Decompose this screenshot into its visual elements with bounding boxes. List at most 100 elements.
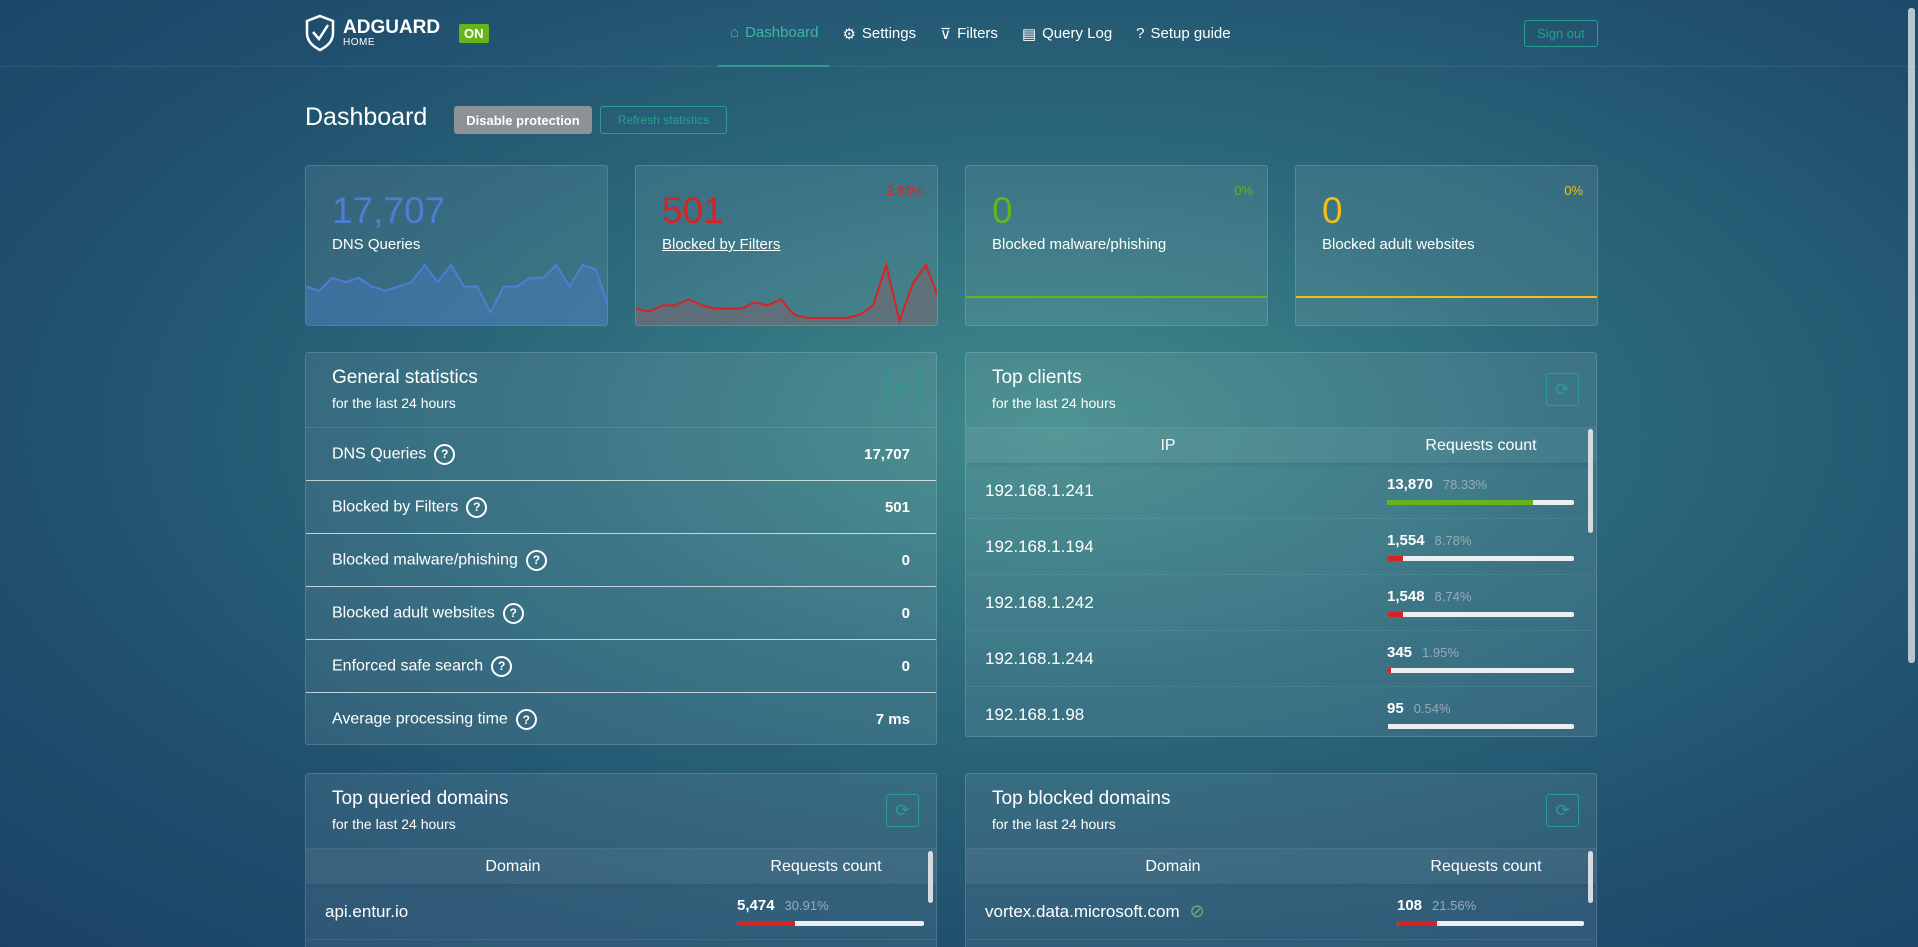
gear-icon: ⚙ — [842, 25, 856, 43]
refresh-statistics-button[interactable]: Refresh statistics — [600, 106, 727, 134]
table-row: 192.168.1.194 1,554 8.78% — [966, 519, 1596, 575]
progress-bar — [1387, 500, 1574, 505]
stat-label: Blocked adult websites — [1322, 236, 1475, 253]
help-icon: ? — [1136, 25, 1145, 42]
top-clients-panel: Top clients for the last 24 hours ⟳ IP Requ… — [965, 352, 1597, 737]
help-icon[interactable]: ? — [525, 549, 547, 571]
request-count: 345 — [1387, 644, 1413, 661]
brand-name: ADGUARD — [343, 17, 441, 38]
sign-out-button[interactable]: Sign out — [1524, 20, 1598, 47]
help-icon[interactable]: ? — [466, 496, 488, 518]
refresh-button[interactable]: ⟳ — [886, 373, 919, 406]
panel-title: Top clients — [992, 367, 1082, 388]
nav-dashboard[interactable]: ⌂ Dashboard — [718, 0, 831, 67]
stat-card: 501 Blocked by Filters 2.83% — [635, 165, 938, 326]
ip: 192.168.1.244 — [985, 648, 1094, 668]
request-percent: 30.91% — [784, 898, 829, 913]
stat-row: Blocked malware/phishing? 0 — [306, 534, 936, 587]
refresh-button[interactable]: ⟳ — [1546, 794, 1579, 827]
panel-subtitle: for the last 24 hours — [332, 816, 456, 832]
stat-value: 0 — [901, 551, 910, 569]
eye-slash-icon[interactable]: ⊘ — [1189, 901, 1205, 921]
nav-label: Setup guide — [1150, 25, 1231, 42]
sparkline-chart — [636, 261, 937, 325]
disable-protection-button[interactable]: Disable protection — [454, 106, 592, 134]
sparkline-chart — [306, 263, 607, 325]
help-icon[interactable]: ? — [434, 443, 456, 465]
nav-setup-guide[interactable]: ? Setup guide — [1124, 0, 1242, 67]
stat-label: Blocked adult websites — [332, 604, 495, 622]
progress-bar — [1387, 556, 1574, 561]
progress-bar — [1397, 921, 1584, 926]
scrollbar[interactable] — [1588, 429, 1593, 533]
request-percent: 21.56% — [1432, 898, 1477, 913]
request-count: 13,870 — [1387, 476, 1433, 493]
panel-title: Top blocked domains — [992, 788, 1171, 809]
stat-label: Blocked malware/phishing — [992, 236, 1167, 253]
stat-row: DNS Queries? 17,707 — [306, 428, 936, 481]
domain: api.entur.io — [325, 901, 409, 921]
domain: vortex.data.microsoft.com — [985, 901, 1180, 921]
stat-value: 17,707 — [864, 445, 910, 463]
stat-label: Average processing time — [332, 710, 508, 728]
sparkline-line — [306, 263, 607, 315]
stat-card: 0 Blocked malware/phishing 0% — [965, 165, 1268, 326]
nav-label: Query Log — [1042, 25, 1113, 42]
panel-subtitle: for the last 24 hours — [992, 816, 1116, 832]
request-count: 1,554 — [1387, 532, 1425, 549]
stat-value: 17,707 — [332, 190, 446, 231]
refresh-button[interactable]: ⟳ — [886, 794, 919, 827]
nav-settings[interactable]: ⚙ Settings — [830, 0, 928, 67]
ip: 192.168.1.242 — [985, 592, 1094, 612]
page-scrollbar[interactable] — [1908, 8, 1915, 663]
shield-check-icon — [305, 14, 335, 52]
panel-title: General statistics — [332, 367, 478, 388]
scrollbar[interactable] — [928, 851, 933, 903]
protection-status-badge: ON — [459, 24, 489, 43]
refresh-button[interactable]: ⟳ — [1546, 373, 1579, 406]
sparkline-chart — [966, 296, 1267, 298]
help-icon[interactable]: ? — [502, 602, 524, 624]
column-header-ip[interactable]: IP — [1160, 436, 1176, 454]
top-nav: ADGUARD HOME ON ⌂ Dashboard ⚙ Settings ⊽ Filte… — [0, 0, 1918, 67]
column-header-requests[interactable]: Requests count — [770, 857, 882, 875]
top-blocked-domains-panel: Top blocked domains for the last 24 hours… — [965, 773, 1597, 947]
stat-row: Enforced safe search? 0 — [306, 640, 936, 693]
request-count: 95 — [1387, 700, 1404, 717]
brand-sub: HOME — [343, 37, 375, 48]
refresh-icon: ⟳ — [1555, 379, 1570, 399]
stat-label: DNS Queries — [332, 445, 427, 463]
home-icon: ⌂ — [730, 24, 740, 41]
stat-percent: 0% — [1564, 183, 1583, 198]
stat-label: Enforced safe search — [332, 657, 484, 675]
help-icon[interactable]: ? — [491, 655, 513, 677]
stat-value: 0 — [992, 190, 1013, 231]
table-row: vortex.data.microsoft.com ⊘ 108 21.56% — [966, 884, 1596, 940]
refresh-icon: ⟳ — [895, 800, 910, 820]
request-count: 108 — [1397, 897, 1423, 914]
stat-row: Average processing time? 7 ms — [306, 693, 936, 744]
column-header-domain[interactable]: Domain — [1145, 857, 1201, 875]
stat-label: Blocked by Filters — [332, 498, 459, 516]
nav-label: Dashboard — [745, 24, 819, 41]
stat-label[interactable]: Blocked by Filters — [662, 236, 781, 253]
column-header-requests[interactable]: Requests count — [1430, 857, 1542, 875]
sparkline-chart — [1296, 296, 1597, 298]
column-header-requests[interactable]: Requests count — [1425, 436, 1537, 454]
nav-filters[interactable]: ⊽ Filters — [928, 0, 1010, 67]
document-icon: ▤ — [1021, 25, 1037, 43]
scrollbar[interactable] — [1588, 851, 1593, 903]
ip: 192.168.1.98 — [985, 704, 1085, 724]
help-icon[interactable]: ? — [515, 709, 537, 730]
stat-value: 501 — [662, 190, 724, 231]
stat-percent: 2.83% — [886, 183, 923, 198]
request-percent: 78.33% — [1442, 477, 1487, 492]
column-header-domain[interactable]: Domain — [485, 857, 541, 875]
main-menu: ⌂ Dashboard ⚙ Settings ⊽ Filters ▤ Query Log? Se… — [718, 0, 1243, 67]
stat-value: 501 — [884, 498, 910, 516]
request-percent: 1.95% — [1422, 645, 1459, 660]
logo[interactable]: ADGUARD HOME — [305, 14, 440, 52]
sparkline-area — [636, 265, 937, 325]
nav-query-log[interactable]: ▤ Query Log — [1010, 0, 1124, 67]
panel-title: Top queried domains — [332, 788, 509, 809]
